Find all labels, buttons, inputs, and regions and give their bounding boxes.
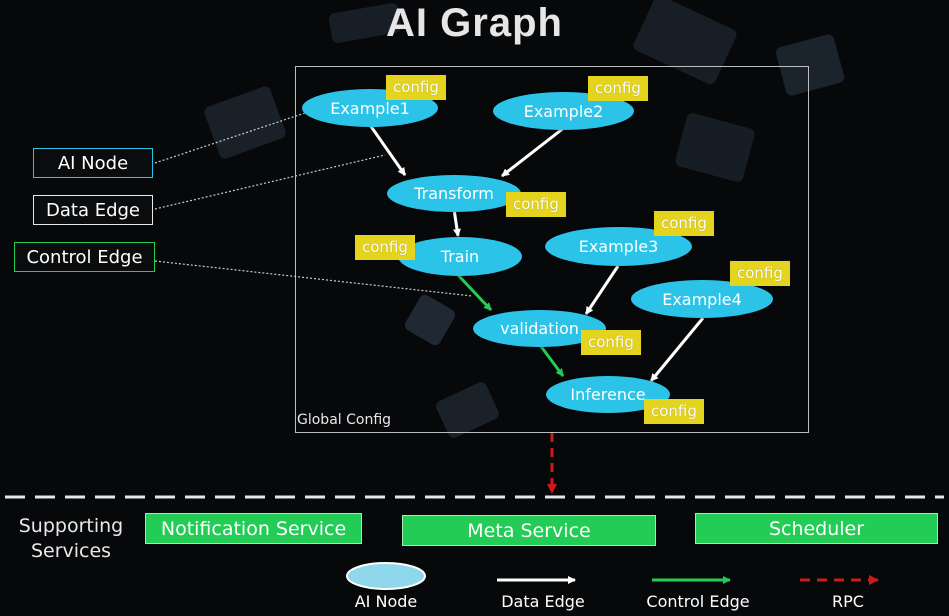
supporting-services-line1: Supporting xyxy=(18,515,124,537)
config-tag-train[interactable]: config xyxy=(355,235,415,260)
callout-control-edge: Control Edge xyxy=(14,242,155,272)
config-tag-inference[interactable]: config xyxy=(644,399,704,424)
config-tag-example4[interactable]: config xyxy=(730,261,790,286)
page-title: AI Graph xyxy=(386,1,563,45)
legend-ai-node-label: AI Node xyxy=(354,592,418,611)
config-tag-example3[interactable]: config xyxy=(654,211,714,236)
supporting-services-label: Supporting Services xyxy=(12,514,130,564)
edge-example2-transform xyxy=(501,125,566,178)
legend-ai-node-symbol xyxy=(346,562,426,590)
config-tag-example2[interactable]: config xyxy=(588,76,648,101)
node-example4[interactable]: Example4 xyxy=(631,280,773,318)
global-config-label: Global Config xyxy=(297,412,392,428)
service-notification[interactable]: Notification Service xyxy=(145,513,362,544)
node-transform[interactable]: Transform xyxy=(387,175,521,212)
edge-train-validation xyxy=(456,273,493,312)
legend-control-edge-label: Control Edge xyxy=(646,592,750,611)
legend-data-edge-label: Data Edge xyxy=(501,592,585,611)
node-train[interactable]: Train xyxy=(398,237,522,276)
legend-rpc-label: RPC xyxy=(832,592,864,611)
callout-line-ai-node xyxy=(154,112,306,164)
service-scheduler[interactable]: Scheduler xyxy=(695,513,938,544)
config-tag-validation[interactable]: config xyxy=(581,330,641,355)
global-config-frame xyxy=(295,66,809,433)
callout-ai-node: AI Node xyxy=(33,148,153,178)
edge-example3-validation xyxy=(584,265,620,315)
callout-line-data-edge xyxy=(154,154,386,210)
node-validation[interactable]: validation xyxy=(473,310,606,347)
edge-example4-inference xyxy=(649,317,705,382)
callout-data-edge: Data Edge xyxy=(33,195,153,225)
edge-transform-train xyxy=(452,208,461,237)
config-tag-example1[interactable]: config xyxy=(386,75,446,100)
service-meta[interactable]: Meta Service xyxy=(402,515,656,546)
config-tag-transform[interactable]: config xyxy=(506,192,566,217)
edge-validation-inference xyxy=(538,344,565,377)
node-inference[interactable]: Inference xyxy=(546,376,670,413)
supporting-services-line2: Services xyxy=(30,540,112,562)
callout-line-control-edge xyxy=(154,260,473,297)
edge-example1-transform xyxy=(368,124,407,176)
node-example2[interactable]: Example2 xyxy=(493,92,634,130)
